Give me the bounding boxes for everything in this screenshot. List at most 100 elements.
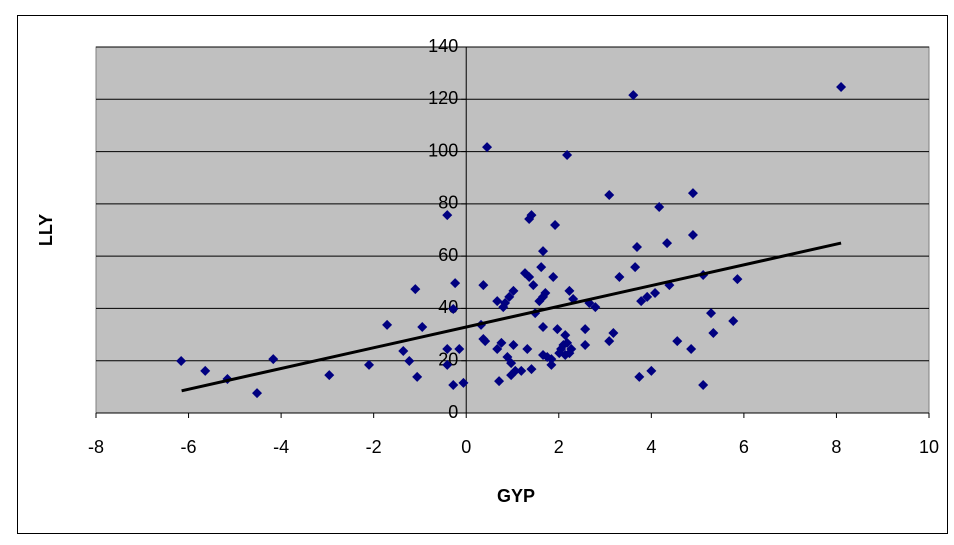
point bbox=[634, 371, 645, 382]
x-tick-label: -4 bbox=[273, 437, 289, 457]
point bbox=[492, 343, 503, 354]
x-tick-label: 10 bbox=[919, 437, 939, 457]
point bbox=[552, 324, 563, 335]
point bbox=[728, 315, 739, 326]
point bbox=[252, 388, 263, 399]
x-axis-label: GYP bbox=[497, 486, 535, 506]
x-tick-label: 8 bbox=[831, 437, 841, 457]
point bbox=[364, 359, 375, 370]
point bbox=[654, 201, 665, 212]
point bbox=[687, 188, 698, 199]
point bbox=[540, 288, 551, 299]
point bbox=[510, 365, 521, 376]
point bbox=[176, 355, 187, 366]
point bbox=[526, 210, 537, 221]
point bbox=[458, 377, 469, 388]
point bbox=[524, 272, 535, 283]
trendline bbox=[181, 241, 842, 393]
y-axis-label: LLY bbox=[36, 214, 56, 246]
point bbox=[412, 371, 423, 382]
point bbox=[706, 308, 717, 319]
x-tick-label: 2 bbox=[554, 437, 564, 457]
y-tick-label: 0 bbox=[448, 402, 458, 422]
point bbox=[506, 358, 517, 369]
point bbox=[630, 262, 641, 273]
y-tick-label: 100 bbox=[428, 140, 458, 160]
point bbox=[562, 337, 573, 348]
point bbox=[566, 343, 577, 354]
point bbox=[528, 280, 539, 291]
point bbox=[450, 278, 461, 289]
point bbox=[398, 346, 409, 357]
point bbox=[546, 359, 557, 370]
x-tick-label: 0 bbox=[461, 437, 471, 457]
point bbox=[732, 274, 743, 285]
point bbox=[580, 340, 591, 351]
point bbox=[636, 296, 647, 307]
plot-area bbox=[95, 46, 930, 414]
point bbox=[650, 288, 661, 299]
point bbox=[480, 336, 491, 347]
point bbox=[708, 328, 719, 339]
point bbox=[564, 285, 575, 296]
point bbox=[504, 291, 515, 302]
point bbox=[580, 324, 591, 335]
point bbox=[448, 303, 459, 314]
point bbox=[506, 370, 517, 381]
point bbox=[698, 380, 709, 391]
point bbox=[417, 321, 428, 332]
point bbox=[404, 355, 415, 366]
point bbox=[536, 262, 547, 273]
point bbox=[538, 246, 549, 257]
y-tick-label: 140 bbox=[428, 36, 458, 56]
point bbox=[836, 81, 847, 92]
point bbox=[454, 343, 465, 354]
point bbox=[548, 272, 559, 283]
point bbox=[546, 354, 557, 365]
point bbox=[442, 359, 453, 370]
point bbox=[672, 336, 683, 347]
point bbox=[442, 343, 453, 354]
point bbox=[522, 343, 533, 354]
point bbox=[614, 272, 625, 283]
x-tick-label: -6 bbox=[181, 437, 197, 457]
point bbox=[492, 296, 503, 307]
y-tick-label: 120 bbox=[428, 88, 458, 108]
point bbox=[496, 337, 507, 348]
point bbox=[604, 189, 615, 200]
x-tick-label: 4 bbox=[646, 437, 656, 457]
point bbox=[200, 365, 211, 376]
y-tick-label: 60 bbox=[438, 245, 458, 265]
y-tick-label: 80 bbox=[438, 193, 458, 213]
point bbox=[526, 364, 537, 375]
point bbox=[410, 284, 421, 295]
point bbox=[448, 380, 459, 391]
point bbox=[482, 142, 493, 153]
x-tick-label: 6 bbox=[739, 437, 749, 457]
point bbox=[538, 321, 549, 332]
x-tick-label: -8 bbox=[88, 437, 104, 457]
point bbox=[494, 376, 505, 387]
point bbox=[478, 280, 489, 291]
point bbox=[560, 330, 571, 341]
point bbox=[382, 319, 393, 330]
point bbox=[500, 297, 511, 308]
point bbox=[590, 302, 601, 313]
point bbox=[516, 365, 527, 376]
point bbox=[604, 336, 615, 347]
x-tick-label: -2 bbox=[366, 437, 382, 457]
point bbox=[550, 220, 561, 231]
point bbox=[562, 149, 573, 160]
point bbox=[631, 241, 642, 252]
point bbox=[642, 291, 653, 302]
point bbox=[686, 343, 697, 354]
point bbox=[508, 340, 519, 351]
point bbox=[628, 90, 639, 101]
point bbox=[646, 365, 657, 376]
point bbox=[442, 210, 453, 221]
point bbox=[268, 354, 279, 365]
point bbox=[608, 328, 619, 339]
point bbox=[687, 229, 698, 240]
